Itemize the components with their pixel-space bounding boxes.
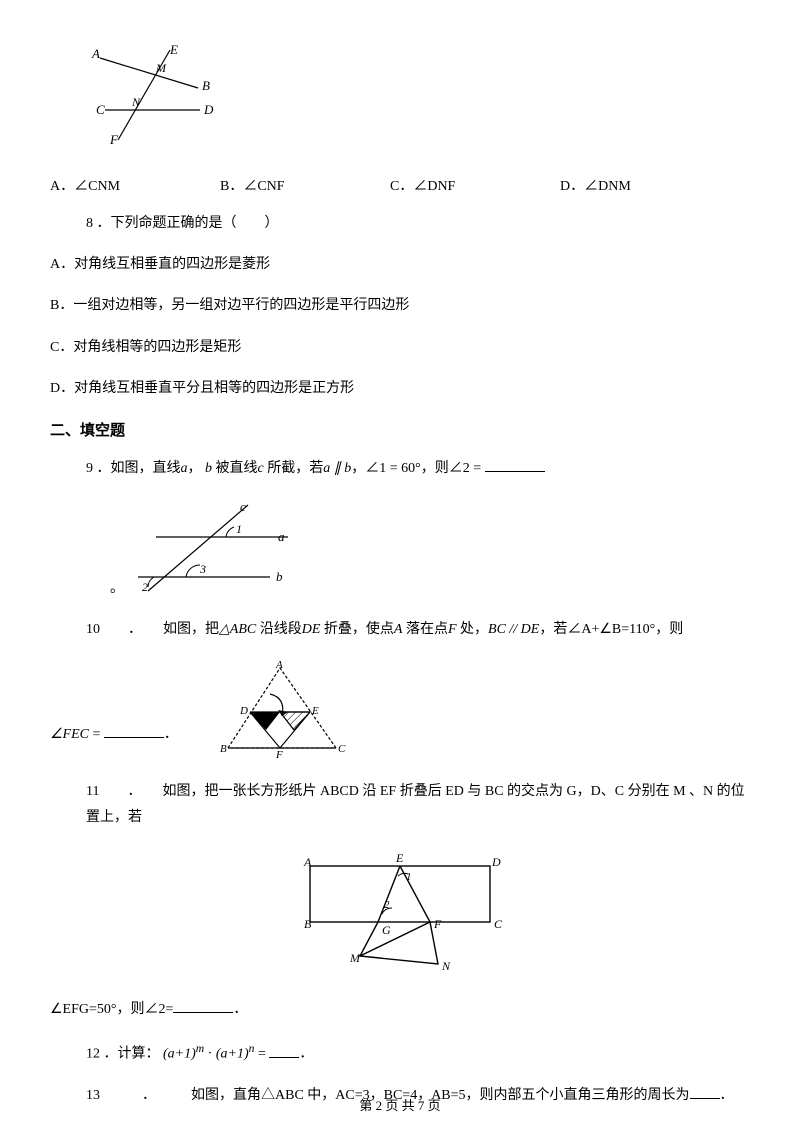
q10-par: BC // DE [488,622,539,637]
q7-svg: A E B C D F M N [80,40,220,150]
q9-figure: 。 c a b 1 3 2 [110,497,750,597]
q10-m2: 折叠，使点 [320,622,394,637]
q9-m3: 所截，若 [264,461,324,476]
q9-blank [485,456,545,472]
q10-m1: 沿线段 [256,622,302,637]
svg-text:N: N [131,95,141,109]
q8-option-a: A．对角线互相垂直的四边形是菱形 [50,252,750,277]
svg-text:2: 2 [384,899,390,911]
q8-stem: 8 ．下列命题正确的是（ ） [86,211,750,236]
q12-s2: n [249,1042,255,1055]
q9-m4: ，∠1 = 60°，则∠2 = [351,461,484,476]
q10-f: F [448,622,457,637]
svg-text:F: F [109,132,119,147]
q11-stem: 11 ． 如图，把一张长方形纸片 ABCD 沿 EF 折叠后 ED 与 BC 的… [86,779,750,829]
q9-svg: c a b 1 3 2 [128,497,298,597]
svg-text:3: 3 [199,562,206,576]
q10-blank [104,722,164,738]
q11-dot: ． [233,1002,247,1017]
q9-prefix: 9 ．如图，直线 [86,461,181,476]
svg-text:A: A [275,659,283,671]
q10-m3: 落在点 [402,622,448,637]
svg-text:D: D [491,855,501,869]
q8-option-d: D．对角线互相垂直平分且相等的四边形是正方形 [50,376,750,401]
q10-prefix: 10 ． 如图，把 [86,622,219,637]
q9-par: a ∥ b [323,461,351,476]
svg-text:M: M [155,61,167,75]
svg-text:B: B [220,743,227,755]
svg-text:N: N [441,959,451,973]
svg-text:D: D [239,705,248,717]
svg-text:2: 2 [142,580,148,594]
q11-figure: A D B C E F G M N 1 2 [50,846,750,981]
q10-de: DE [302,622,321,637]
q12-prefix: 12 ．计算： [86,1047,160,1062]
svg-text:M: M [349,951,361,965]
q12-blank [269,1042,299,1058]
q10-eq: = [89,727,104,742]
q9-b: b [205,461,212,476]
q12-dot: · [208,1047,213,1062]
q9-m1: ， [188,461,202,476]
svg-text:E: E [311,705,319,717]
q10-m4: 处， [457,622,489,637]
q7-figure: A E B C D F M N [80,40,750,155]
svg-text:C: C [494,917,503,931]
svg-text:c: c [240,499,246,514]
q10-figure: A D E B F C [208,658,358,763]
svg-text:A: A [91,46,100,61]
q7-option-b: B．∠CNF [220,175,390,195]
svg-text:B: B [202,78,210,93]
q12-eq: = [258,1047,269,1062]
q10-stem: 10 ． 如图，把△ABC 沿线段DE 折叠，使点A 落在点F 处，BC // … [86,617,750,642]
q11-tail: ∠EFG=50°，则∠2= ． [50,997,750,1022]
svg-text:C: C [96,102,105,117]
q7-option-d: D．∠DNM [560,175,730,195]
svg-text:a: a [278,529,285,544]
q10-tri: △ABC [219,622,256,637]
q12-b1: (a+1) [163,1047,196,1062]
svg-text:b: b [276,569,283,584]
q7-options: A．∠CNM B．∠CNF C．∠DNF D．∠DNM [50,175,750,195]
svg-text:B: B [304,917,312,931]
q12-b2: (a+1) [216,1047,249,1062]
svg-text:1: 1 [406,871,412,883]
q10-m5: ，若∠A+∠B=110°，则 [539,622,683,637]
svg-text:A: A [303,855,312,869]
q12-end: ． [299,1047,313,1062]
svg-text:E: E [395,851,404,865]
q8-option-b: B．一组对边相等，另一组对边平行的四边形是平行四边形 [50,293,750,318]
q7-option-c: C．∠DNF [390,175,560,195]
svg-text:G: G [382,923,391,937]
q10-fec-label: ∠FEC [50,727,89,742]
q9-m2: 被直线 [212,461,258,476]
section-fill-title: 二、填空题 [50,419,750,440]
svg-text:E: E [169,42,178,57]
q9-stem: 9 ．如图，直线a， b 被直线c 所截，若a ∥ b，∠1 = 60°，则∠2… [86,456,750,481]
svg-text:F: F [433,917,442,931]
svg-text:F: F [275,749,283,758]
svg-text:C: C [338,743,346,755]
q7-option-a: A．∠CNM [50,175,220,195]
q9-a: a [181,461,188,476]
q10-fec: ∠FEC = ． [50,722,178,747]
page-footer: 第 2 页 共 7 页 [50,1095,750,1114]
q11-text2: ∠EFG=50°，则∠2= [50,1002,173,1017]
q12-stem: 12 ．计算： (a+1)m · (a+1)n = ． [86,1038,750,1067]
svg-text:D: D [203,102,214,117]
q10-dot: ． [164,727,178,742]
q11-blank [173,997,233,1013]
q12-s1: m [196,1042,204,1055]
q8-option-c: C．对角线相等的四边形是矩形 [50,335,750,360]
svg-text:1: 1 [236,522,242,536]
